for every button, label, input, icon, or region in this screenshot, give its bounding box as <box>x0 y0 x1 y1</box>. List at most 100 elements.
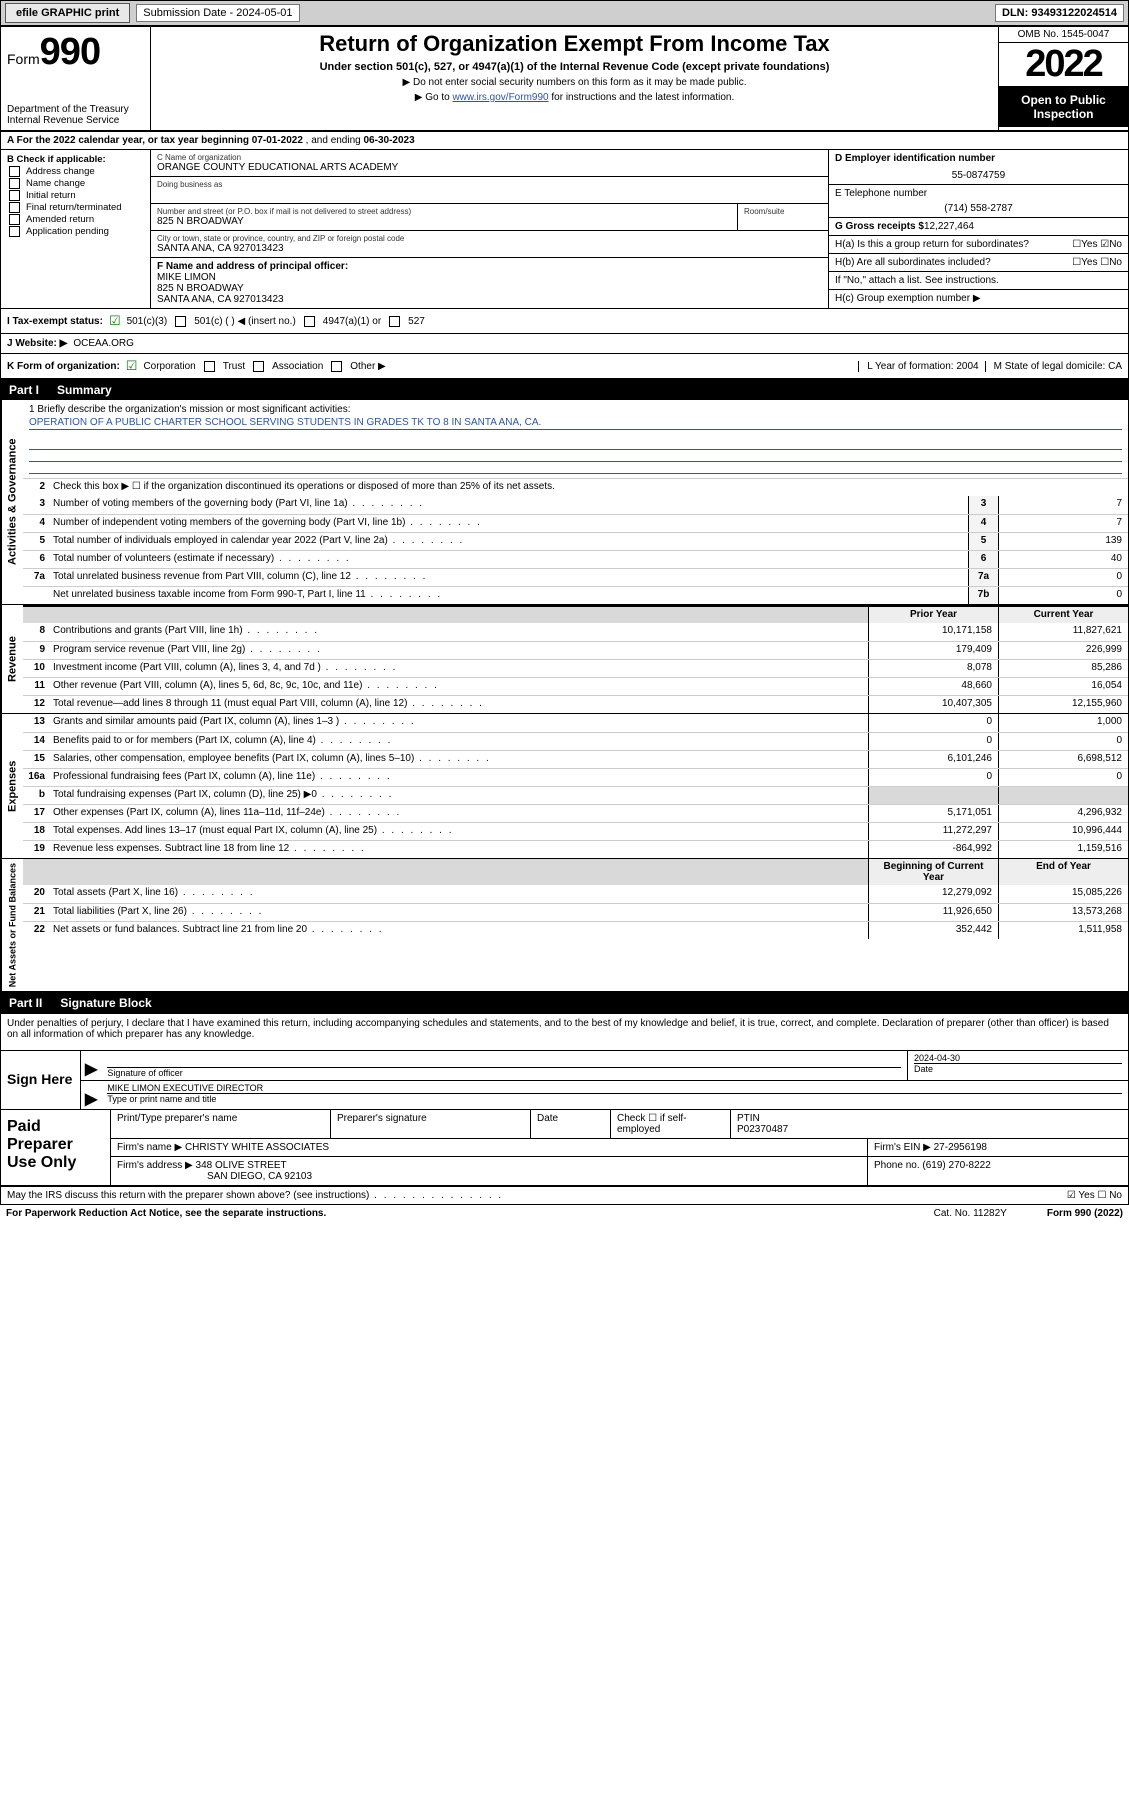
faddr-val2: SAN DIEGO, CA 92103 <box>207 1171 312 1182</box>
chk-initial-return[interactable]: Initial return <box>7 190 144 201</box>
data-line: 16a Professional fundraising fees (Part … <box>23 768 1128 786</box>
ln-num: 15 <box>23 751 49 768</box>
ln-desc: Grants and similar amounts paid (Part IX… <box>49 714 868 732</box>
4947: 4947(a)(1) or <box>323 316 381 327</box>
ln-prior: 352,442 <box>868 922 998 939</box>
row-a-taxyear: A For the 2022 calendar year, or tax yea… <box>1 132 1128 150</box>
ln-num: 16a <box>23 769 49 786</box>
irs-link[interactable]: www.irs.gov/Form990 <box>452 92 548 103</box>
ln-desc: Number of independent voting members of … <box>49 515 968 532</box>
side-expenses: Expenses <box>1 714 23 858</box>
ln-desc: Total number of volunteers (estimate if … <box>49 551 968 568</box>
chk-527[interactable] <box>389 316 400 327</box>
ln-prior: 8,078 <box>868 660 998 677</box>
ln-desc: Number of voting members of the governin… <box>49 496 968 514</box>
chk-trust[interactable] <box>204 361 215 372</box>
sign-here-block: Sign Here ▶ Signature of officer 2024-04… <box>1 1050 1128 1110</box>
col-b-checkboxes: B Check if applicable: Address change Na… <box>1 150 151 308</box>
dept-treasury: Department of the Treasury <box>7 104 144 115</box>
ptin-lbl: PTIN <box>737 1113 760 1124</box>
d-value: 55-0874759 <box>835 170 1122 181</box>
omb-number: OMB No. 1545-0047 <box>999 27 1128 43</box>
gov-line: Net unrelated business taxable income fr… <box>23 586 1128 604</box>
chk-501c[interactable] <box>175 316 186 327</box>
hb-yn[interactable]: ☐Yes ☐No <box>1072 257 1122 268</box>
firm-addr: Firm's address ▶ 348 OLIVE STREET SAN DI… <box>111 1157 868 1185</box>
ln-num: 7a <box>23 569 49 586</box>
form-ref: Form 990 (2022) <box>1047 1208 1123 1219</box>
chk-label: Initial return <box>26 190 76 201</box>
form-subtitle: Under section 501(c), 527, or 4947(a)(1)… <box>159 61 990 73</box>
chk-other[interactable] <box>331 361 342 372</box>
ln-val: 0 <box>998 569 1128 586</box>
part2-title: Signature Block <box>60 996 151 1010</box>
discuss-yn[interactable]: ☑ Yes ☐ No <box>1067 1190 1122 1201</box>
ln-prior: 11,272,297 <box>868 823 998 840</box>
ln-val: 0 <box>998 587 1128 604</box>
ln-prior: 12,279,092 <box>868 885 998 903</box>
chk-assoc[interactable] <box>253 361 264 372</box>
discuss-q: May the IRS discuss this return with the… <box>7 1190 503 1201</box>
colB-hdr: B Check if applicable: <box>7 154 144 165</box>
ln-desc: Net assets or fund balances. Subtract li… <box>49 922 868 939</box>
chk-name-change[interactable]: Name change <box>7 178 144 189</box>
section-expenses: Expenses 13 Grants and similar amounts p… <box>1 714 1128 859</box>
pra-notice: For Paperwork Reduction Act Notice, see … <box>6 1208 326 1219</box>
chk-4947[interactable] <box>304 316 315 327</box>
ha-yn[interactable]: ☐Yes ☑No <box>1072 239 1122 250</box>
faddr-lbl: Firm's address ▶ <box>117 1160 193 1171</box>
header-left: Form990 Department of the Treasury Inter… <box>1 27 151 130</box>
ln-num: 9 <box>23 642 49 659</box>
sig-name-lbl: Type or print name and title <box>107 1093 1122 1104</box>
goto-post: for instructions and the latest informat… <box>549 92 735 103</box>
efile-print-button[interactable]: efile GRAPHIC print <box>5 3 130 23</box>
ln-num: 22 <box>23 922 49 939</box>
paid-label: Paid Preparer Use Only <box>1 1110 111 1185</box>
gov-line: 3 Number of voting members of the govern… <box>23 496 1128 514</box>
rowA-mid: , and ending <box>303 135 364 146</box>
check-icon: ☑ <box>126 358 138 374</box>
chk-address-change[interactable]: Address change <box>7 166 144 177</box>
m-domicile: M State of legal domicile: CA <box>985 361 1122 372</box>
prow3: Firm's address ▶ 348 OLIVE STREET SAN DI… <box>111 1157 1128 1185</box>
ln-current: 226,999 <box>998 642 1128 659</box>
chk-amended[interactable]: Amended return <box>7 214 144 225</box>
ln-num: 8 <box>23 623 49 641</box>
section-governance: Activities & Governance 1 Briefly descri… <box>1 400 1128 605</box>
data-line: 17 Other expenses (Part IX, column (A), … <box>23 804 1128 822</box>
ln-box: 7b <box>968 587 998 604</box>
gov-line: 4 Number of independent voting members o… <box>23 514 1128 532</box>
na-body: Beginning of Current Year End of Year 20… <box>23 859 1128 991</box>
data-line: b Total fundraising expenses (Part IX, c… <box>23 786 1128 804</box>
ln-current: 1,511,958 <box>998 922 1128 939</box>
hdr-current: Current Year <box>998 607 1128 623</box>
chk-label: Name change <box>26 178 85 189</box>
row-j-website: J Website: ▶ OCEAA.ORG <box>1 334 1128 354</box>
twocol-header: Prior Year Current Year <box>23 605 1128 623</box>
chk-final-return[interactable]: Final return/terminated <box>7 202 144 213</box>
ln-current: 10,996,444 <box>998 823 1128 840</box>
gov-line: 6 Total number of volunteers (estimate i… <box>23 550 1128 568</box>
ln-desc: Salaries, other compensation, employee b… <box>49 751 868 768</box>
submission-date: Submission Date - 2024-05-01 <box>136 4 299 22</box>
addr-label: Number and street (or P.O. box if mail i… <box>157 207 731 216</box>
ssn-note: ▶ Do not enter social security numbers o… <box>159 77 990 88</box>
ptin-cell: PTIN P02370487 <box>731 1110 1128 1138</box>
irs: Internal Revenue Service <box>7 115 144 126</box>
ln-current: 12,155,960 <box>998 696 1128 713</box>
mission-label: 1 Briefly describe the organization's mi… <box>29 404 1122 415</box>
g-label: G Gross receipts $ <box>835 221 924 232</box>
top-toolbar: efile GRAPHIC print Submission Date - 20… <box>0 0 1129 26</box>
chk-label: Amended return <box>26 214 94 225</box>
cell-officer: F Name and address of principal officer:… <box>151 258 828 308</box>
paid-preparer-block: Paid Preparer Use Only Print/Type prepar… <box>1 1110 1128 1186</box>
dln: DLN: 93493122024514 <box>995 4 1124 22</box>
ln-num: 4 <box>23 515 49 532</box>
sign-here-label: Sign Here <box>1 1051 81 1109</box>
goto-note: ▶ Go to www.irs.gov/Form990 for instruct… <box>159 92 990 103</box>
chk-app-pending[interactable]: Application pending <box>7 226 144 237</box>
ln-desc: Check this box ▶ ☐ if the organization d… <box>49 479 1128 496</box>
ln-desc: Total fundraising expenses (Part IX, col… <box>49 787 868 804</box>
form-label-small: Form <box>7 51 40 67</box>
sign-right: ▶ Signature of officer 2024-04-30 Date ▶… <box>81 1051 1128 1109</box>
